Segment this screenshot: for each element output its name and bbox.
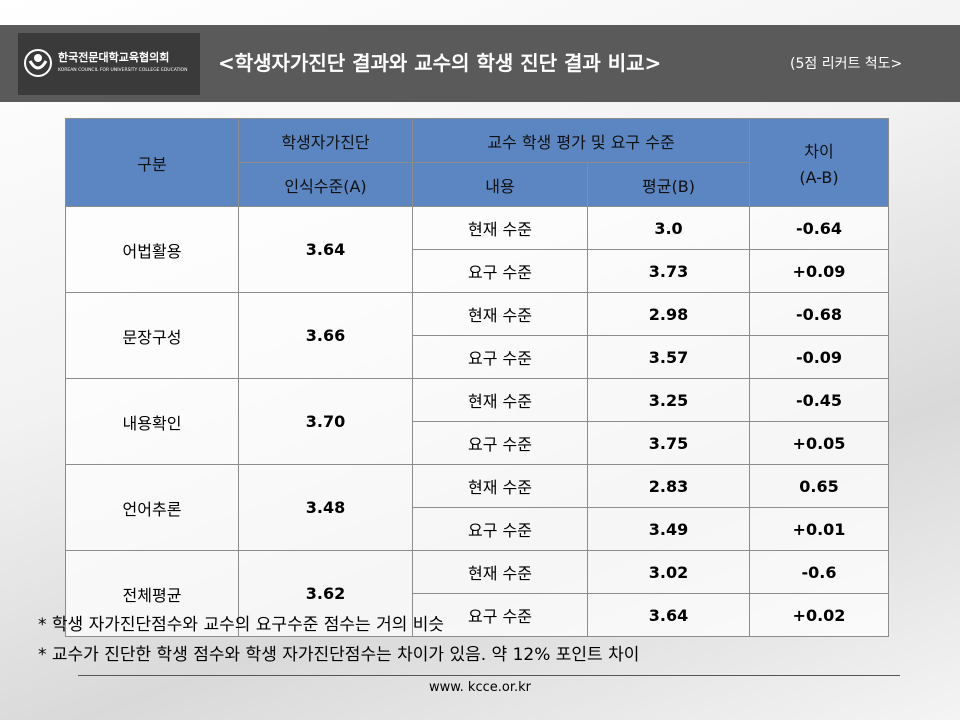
cell: 3.64 bbox=[587, 593, 750, 637]
header-bar: 한국전문대학교육협의회 KOREAN COUNCIL FOR UNIVERSIT… bbox=[0, 25, 960, 102]
cell: 요구 수준 bbox=[412, 421, 588, 465]
note: * 교수가 진단한 학생 점수와 학생 자가진단점수는 차이가 있음. 약 12… bbox=[38, 645, 640, 665]
cell: 3.02 bbox=[587, 550, 750, 594]
cell: 3.25 bbox=[587, 378, 750, 422]
cell: 전체평균 bbox=[65, 550, 239, 637]
cell: 요구 수준 bbox=[412, 507, 588, 551]
table: 구분 학생자가진단 교수 학생 평가 및 요구 수준 차이 (A-B) 인식수준(… bbox=[65, 118, 889, 637]
header-cell: 차이 (A-B) bbox=[749, 118, 889, 207]
header-cell: 구분 bbox=[65, 118, 239, 207]
cell: -0.64 bbox=[749, 206, 889, 250]
cell: 2.83 bbox=[587, 464, 750, 508]
header-cell: 평균(B) bbox=[587, 162, 750, 207]
header-cell: 인식수준(A) bbox=[238, 162, 413, 207]
logo: 한국전문대학교육협의회 KOREAN COUNCIL FOR UNIVERSIT… bbox=[18, 33, 200, 95]
cell: 3.57 bbox=[587, 335, 750, 379]
footer-line bbox=[78, 675, 900, 676]
cell: 3.75 bbox=[587, 421, 750, 465]
cell: 현재 수준 bbox=[412, 292, 588, 336]
cell: -0.68 bbox=[749, 292, 889, 336]
cell: 3.0 bbox=[587, 206, 750, 250]
cell: 3.66 bbox=[238, 292, 413, 379]
cell: 3.48 bbox=[238, 464, 413, 551]
footer-url: www. kcce.or.kr bbox=[428, 680, 532, 695]
cell: 0.65 bbox=[749, 464, 889, 508]
cell: 3.70 bbox=[238, 378, 413, 465]
cell: 3.64 bbox=[238, 206, 413, 293]
header-text: (A-B) bbox=[799, 168, 839, 187]
cell: 어법활용 bbox=[65, 206, 239, 293]
cell: 현재 수준 bbox=[412, 464, 588, 508]
cell: 현재 수준 bbox=[412, 378, 588, 422]
logo-icon bbox=[24, 49, 52, 77]
org-name-en: KOREAN COUNCIL FOR UNIVERSITY COLLEGE ED… bbox=[58, 68, 188, 73]
note: * 학생 자가진단점수와 교수의 요구수준 점수는 거의 비슷 bbox=[38, 615, 445, 635]
cell: 3.49 bbox=[587, 507, 750, 551]
cell: +0.09 bbox=[749, 249, 889, 293]
cell: 언어추론 bbox=[65, 464, 239, 551]
cell: +0.02 bbox=[749, 593, 889, 637]
header-text: 차이 bbox=[804, 142, 834, 161]
cell: -0.6 bbox=[749, 550, 889, 594]
header-cell: 교수 학생 평가 및 요구 수준 bbox=[412, 118, 750, 163]
header-cell: 학생자가진단 bbox=[238, 118, 413, 163]
cell: 현재 수준 bbox=[412, 206, 588, 250]
org-name: 한국전문대학교육협의회 bbox=[58, 51, 170, 64]
cell: 요구 수준 bbox=[412, 593, 588, 637]
header-cell: 내용 bbox=[412, 162, 588, 207]
cell: +0.05 bbox=[749, 421, 889, 465]
cell: 3.73 bbox=[587, 249, 750, 293]
cell: -0.45 bbox=[749, 378, 889, 422]
cell: +0.01 bbox=[749, 507, 889, 551]
cell: 요구 수준 bbox=[412, 335, 588, 379]
cell: 현재 수준 bbox=[412, 550, 588, 594]
cell: 2.98 bbox=[587, 292, 750, 336]
cell: 문장구성 bbox=[65, 292, 239, 379]
title: <학생자가진단 결과와 교수의 학생 진단 결과 비교> bbox=[218, 51, 662, 75]
cell: 요구 수준 bbox=[412, 249, 588, 293]
cell: -0.09 bbox=[749, 335, 889, 379]
cell: 내용확인 bbox=[65, 378, 239, 465]
subtitle: (5점 리커트 척도> bbox=[790, 56, 903, 72]
